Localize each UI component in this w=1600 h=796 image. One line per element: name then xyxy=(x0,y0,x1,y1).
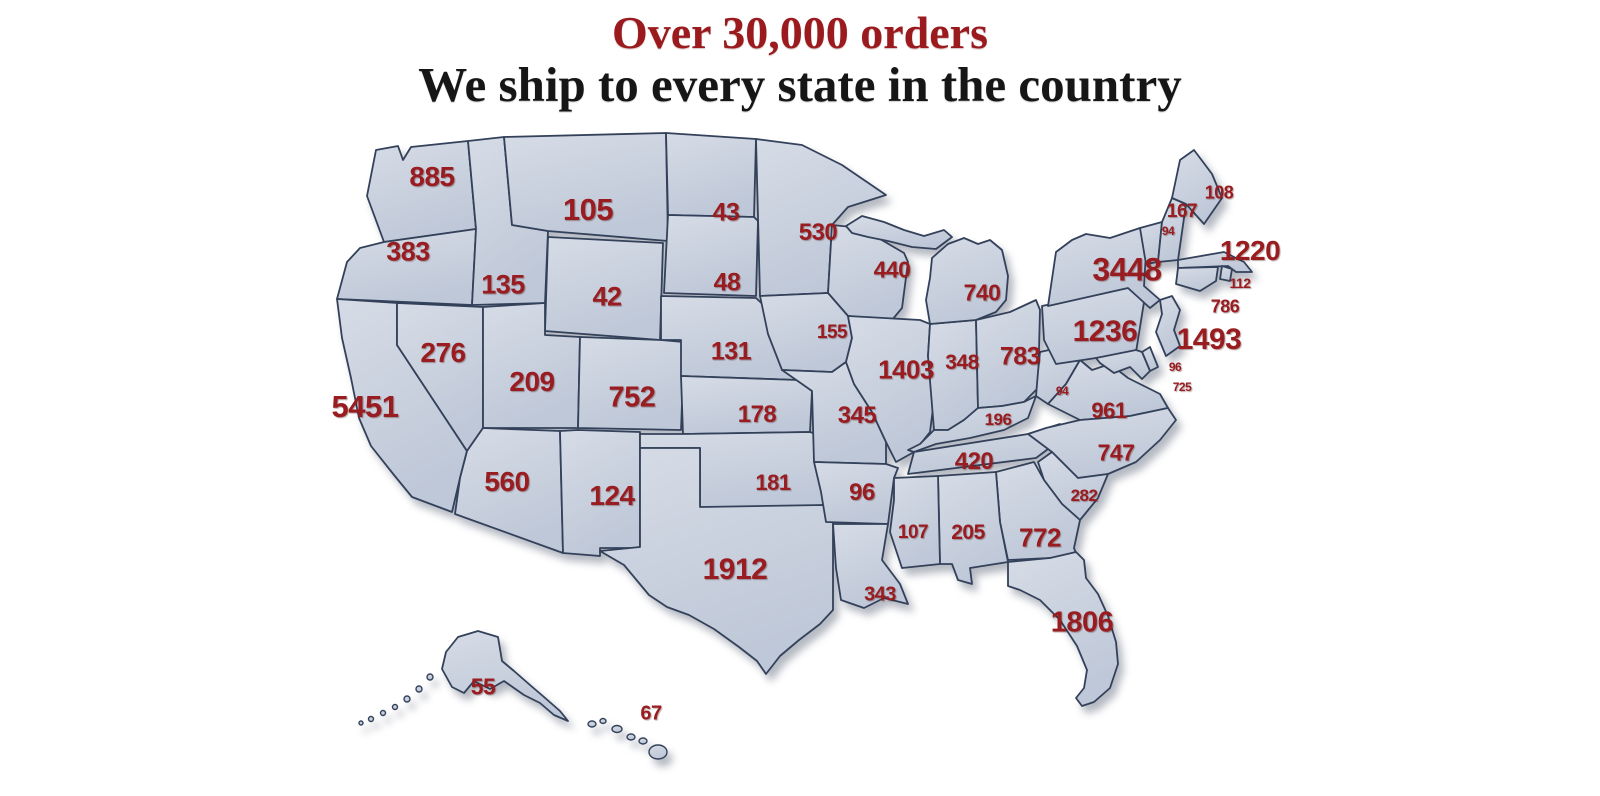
state-value-nm: 124 xyxy=(589,480,635,511)
state-value-wa: 885 xyxy=(409,161,455,192)
state-ky-shape xyxy=(907,395,1037,453)
state-mi-shape xyxy=(925,237,1009,325)
state-value-tn: 420 xyxy=(954,448,994,475)
state-value-wi: 440 xyxy=(873,256,911,283)
state-nh-shape xyxy=(1157,197,1187,263)
state-value-al: 205 xyxy=(951,521,985,544)
state-value-ny: 3448 xyxy=(1092,251,1162,288)
state-value-ms: 107 xyxy=(897,522,929,543)
state-value-mn: 530 xyxy=(798,219,838,246)
state-value-la: 343 xyxy=(864,583,896,606)
state-ar-shape xyxy=(813,461,899,525)
hawaii-islands xyxy=(587,717,668,760)
state-value-co: 752 xyxy=(608,381,656,414)
state-md-shape xyxy=(1095,349,1151,380)
state-value-in: 348 xyxy=(945,351,979,374)
state-value-fl: 1806 xyxy=(1050,606,1114,639)
state-value-ak: 55 xyxy=(470,673,496,700)
state-value-ca: 5451 xyxy=(331,389,399,424)
state-value-hi: 67 xyxy=(640,702,662,725)
state-value-nv: 276 xyxy=(420,337,466,368)
state-value-or: 383 xyxy=(386,236,430,267)
state-ak-shape xyxy=(441,630,569,722)
state-value-mi: 740 xyxy=(963,279,1001,306)
state-value-wv: 94 xyxy=(1055,384,1069,398)
state-value-ia: 155 xyxy=(816,322,848,343)
state-value-oh: 783 xyxy=(999,342,1041,371)
state-value-ma: 1220 xyxy=(1219,235,1281,266)
page-subtitle: We ship to every state in the country xyxy=(418,57,1182,112)
state-al-shape xyxy=(937,471,1009,585)
state-ri-shape xyxy=(1219,265,1233,282)
state-sd-shape xyxy=(663,214,759,297)
state-value-ar: 96 xyxy=(849,479,875,506)
state-value-va: 961 xyxy=(1091,398,1127,423)
state-value-ok: 181 xyxy=(755,470,791,495)
state-ct-shape xyxy=(1175,266,1219,292)
state-value-ga: 772 xyxy=(1019,522,1061,553)
state-value-wy: 42 xyxy=(592,281,622,312)
state-value-md: 725 xyxy=(1172,380,1192,394)
alaska-aleutian-islands xyxy=(358,673,434,726)
state-nd-shape xyxy=(665,132,757,218)
state-value-ky: 196 xyxy=(984,410,1012,429)
state-value-nj: 1493 xyxy=(1176,323,1242,356)
state-value-ct: 786 xyxy=(1210,296,1240,317)
state-value-de: 96 xyxy=(1168,360,1182,374)
state-value-pa: 1236 xyxy=(1072,315,1138,348)
state-value-sd: 48 xyxy=(713,268,741,297)
state-value-nh: 94 xyxy=(1161,224,1175,238)
state-value-id: 135 xyxy=(481,269,525,300)
state-ks-shape xyxy=(680,375,813,435)
state-value-ut: 209 xyxy=(509,366,555,397)
state-value-me: 108 xyxy=(1204,182,1234,203)
state-me-shape xyxy=(1171,149,1223,225)
state-value-tx: 1912 xyxy=(702,553,768,586)
state-value-mo: 345 xyxy=(837,402,877,429)
page-title: Over 30,000 orders xyxy=(611,7,989,58)
state-mt-shape xyxy=(503,132,669,242)
state-la-shape xyxy=(832,523,909,609)
state-nj-shape xyxy=(1155,295,1181,357)
state-value-mt: 105 xyxy=(562,192,614,227)
state-ms-shape xyxy=(889,475,941,569)
state-value-il: 1403 xyxy=(878,354,934,385)
state-nm-shape xyxy=(559,429,641,557)
state-value-ne: 131 xyxy=(710,337,752,366)
state-value-az: 560 xyxy=(484,466,530,497)
state-value-ks: 178 xyxy=(737,401,777,428)
state-value-sc: 282 xyxy=(1070,486,1098,505)
state-mi-upper-peninsula-shape xyxy=(845,215,953,250)
state-value-vt: 167 xyxy=(1166,201,1198,222)
state-value-nc: 747 xyxy=(1097,439,1135,466)
state-fl-shape xyxy=(1007,551,1119,707)
state-value-ri: 112 xyxy=(1229,275,1251,291)
state-value-nd: 43 xyxy=(712,198,740,227)
